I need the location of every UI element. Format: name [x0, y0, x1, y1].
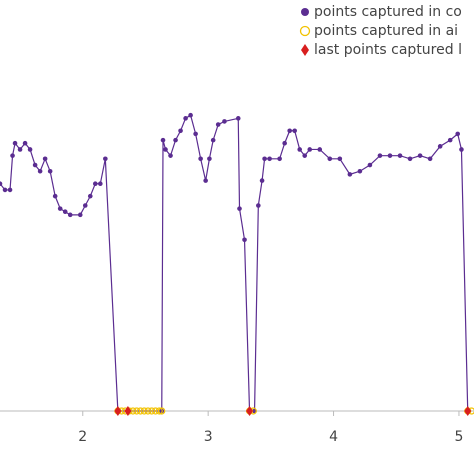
point: [387, 153, 393, 158]
point: [307, 147, 313, 152]
point: [302, 153, 308, 158]
point: [256, 203, 261, 208]
point: [0, 181, 3, 187]
point: [297, 147, 302, 152]
point: [407, 156, 413, 162]
point: [397, 153, 403, 158]
point: [207, 156, 212, 162]
point: [292, 128, 297, 134]
point: [57, 206, 63, 211]
point: [2, 187, 8, 193]
point: [160, 137, 166, 143]
point: [82, 203, 88, 208]
point: [42, 156, 48, 162]
legend-marker: [301, 8, 309, 16]
point: [327, 156, 333, 162]
point: [183, 116, 188, 121]
legend-label: points captured in ai: [314, 23, 458, 39]
point: [198, 156, 203, 162]
point: [114, 406, 122, 416]
point: [173, 137, 178, 143]
point: [140, 407, 148, 415]
point: [163, 147, 168, 152]
point: [357, 168, 363, 174]
point: [67, 212, 73, 218]
x-tick-label: 5: [454, 429, 463, 445]
point: [193, 131, 198, 137]
point: [98, 181, 103, 187]
point: [47, 168, 53, 174]
point: [203, 178, 208, 183]
point: [246, 406, 254, 416]
point: [447, 137, 453, 143]
point: [427, 156, 433, 162]
point: [277, 156, 282, 162]
point: [337, 156, 343, 162]
legend-marker: [299, 25, 311, 37]
point: [52, 193, 58, 199]
legend-label: points captured in co: [314, 4, 462, 20]
point: [178, 128, 183, 134]
point: [87, 193, 93, 199]
point: [262, 156, 267, 162]
point: [235, 116, 241, 121]
legend-marker: [301, 44, 309, 56]
point: [367, 162, 373, 168]
point: [32, 162, 38, 168]
point: [377, 153, 383, 158]
point: [27, 147, 33, 152]
point: [287, 128, 292, 134]
point: [103, 156, 108, 162]
point: [133, 407, 141, 415]
point: [455, 131, 460, 137]
point: [17, 147, 23, 152]
point: [464, 406, 472, 416]
point: [37, 168, 43, 174]
x-tick-label: 4: [329, 429, 338, 445]
point: [136, 407, 145, 415]
point: [459, 147, 464, 152]
point: [7, 187, 13, 193]
series-line: [0, 114, 469, 412]
point: [417, 153, 423, 158]
point: [215, 122, 221, 127]
legend-label: last points captured l: [314, 42, 462, 58]
point: [124, 406, 132, 416]
point: [259, 178, 265, 183]
point: [267, 156, 272, 162]
point: [12, 140, 18, 146]
point: [237, 206, 242, 211]
point: [188, 112, 193, 118]
point: [347, 172, 353, 177]
point: [317, 147, 323, 152]
point: [242, 237, 247, 243]
point: [22, 140, 28, 146]
point: [210, 137, 216, 143]
point: [10, 153, 15, 158]
point: [77, 212, 83, 218]
x-tick-label: 2: [78, 429, 87, 445]
point: [62, 209, 68, 215]
point: [282, 140, 287, 146]
point: [93, 181, 98, 187]
point: [148, 407, 156, 415]
point: [168, 153, 173, 158]
point: [222, 119, 227, 124]
point: [158, 407, 166, 415]
point: [155, 407, 163, 415]
point: [437, 144, 443, 149]
point: [144, 407, 152, 415]
x-tick-label: 3: [204, 429, 213, 445]
